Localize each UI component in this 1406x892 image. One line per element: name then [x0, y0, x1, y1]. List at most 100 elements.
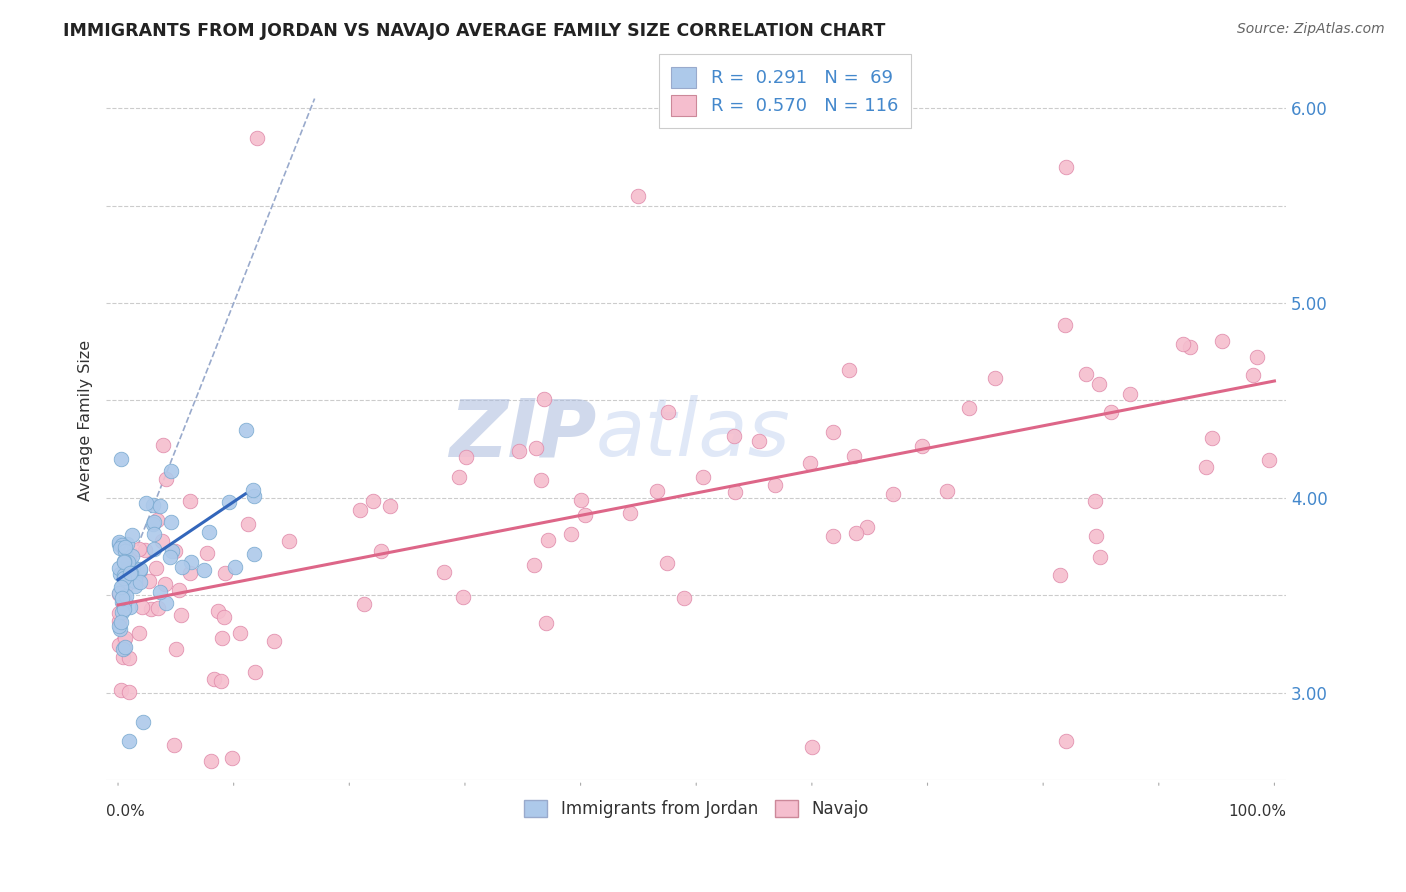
- Point: [114, 640, 136, 654]
- Point: [353, 597, 375, 611]
- Point: [124, 574, 146, 589]
- Point: [118, 566, 141, 580]
- Point: [235, 423, 257, 437]
- Point: [121, 549, 143, 564]
- Point: [179, 494, 201, 508]
- Point: [1246, 350, 1268, 364]
- Text: 100.0%: 100.0%: [1227, 804, 1286, 819]
- Point: [108, 619, 131, 633]
- Point: [370, 544, 392, 558]
- Point: [536, 533, 558, 547]
- Text: ZIP: ZIP: [449, 395, 596, 474]
- Text: Source: ZipAtlas.com: Source: ZipAtlas.com: [1237, 22, 1385, 37]
- Point: [108, 586, 131, 600]
- Text: 0.0%: 0.0%: [107, 804, 145, 819]
- Point: [143, 542, 166, 557]
- Point: [129, 563, 152, 577]
- Point: [451, 591, 474, 605]
- Point: [159, 464, 181, 478]
- Point: [120, 566, 142, 581]
- Point: [202, 673, 225, 687]
- Point: [221, 751, 243, 765]
- Point: [131, 599, 153, 614]
- Point: [159, 549, 181, 564]
- Point: [122, 559, 145, 574]
- Point: [456, 450, 478, 464]
- Point: [842, 449, 865, 463]
- Point: [1049, 568, 1071, 582]
- Point: [110, 538, 132, 552]
- Point: [128, 566, 150, 580]
- Point: [132, 714, 155, 729]
- Point: [627, 189, 650, 203]
- Point: [1195, 459, 1218, 474]
- Point: [523, 558, 546, 573]
- Point: [108, 560, 131, 574]
- Point: [214, 566, 236, 580]
- Point: [108, 606, 131, 620]
- Point: [108, 614, 131, 628]
- Point: [1173, 336, 1195, 351]
- Point: [1054, 160, 1077, 174]
- Point: [112, 601, 135, 615]
- Point: [128, 541, 150, 556]
- Point: [129, 562, 152, 576]
- Point: [363, 494, 385, 508]
- Point: [763, 478, 786, 492]
- Text: atlas: atlas: [596, 395, 790, 474]
- Point: [128, 626, 150, 640]
- Point: [911, 439, 934, 453]
- Text: IMMIGRANTS FROM JORDAN VS NAVAJO AVERAGE FAMILY SIZE CORRELATION CHART: IMMIGRANTS FROM JORDAN VS NAVAJO AVERAGE…: [63, 22, 886, 40]
- Point: [111, 580, 134, 594]
- Point: [957, 401, 980, 416]
- Point: [243, 665, 266, 680]
- Point: [207, 604, 229, 618]
- Point: [211, 632, 233, 646]
- Point: [1088, 549, 1111, 564]
- Point: [142, 516, 165, 531]
- Point: [110, 615, 132, 629]
- Point: [349, 503, 371, 517]
- Point: [242, 547, 264, 561]
- Point: [110, 451, 132, 466]
- Point: [1119, 387, 1142, 401]
- Point: [433, 565, 456, 579]
- Point: [110, 541, 132, 556]
- Point: [111, 650, 134, 665]
- Point: [115, 589, 138, 603]
- Point: [162, 543, 184, 558]
- Point: [112, 570, 135, 584]
- Point: [197, 546, 219, 560]
- Point: [124, 566, 146, 580]
- Legend: Immigrants from Jordan, Navajo: Immigrants from Jordan, Navajo: [516, 791, 877, 826]
- Point: [218, 495, 240, 509]
- Point: [162, 738, 184, 752]
- Point: [108, 638, 131, 652]
- Point: [180, 556, 202, 570]
- Point: [111, 591, 134, 605]
- Point: [800, 740, 823, 755]
- Point: [936, 483, 959, 498]
- Point: [110, 683, 132, 698]
- Point: [155, 596, 177, 610]
- Point: [108, 587, 131, 601]
- Point: [112, 640, 135, 655]
- Point: [1087, 376, 1109, 391]
- Point: [534, 615, 557, 630]
- Point: [111, 605, 134, 619]
- Point: [114, 632, 136, 646]
- Point: [150, 534, 173, 549]
- Point: [169, 608, 191, 623]
- Point: [121, 528, 143, 542]
- Point: [170, 560, 193, 574]
- Point: [508, 443, 530, 458]
- Point: [146, 601, 169, 615]
- Point: [118, 651, 141, 665]
- Point: [212, 610, 235, 624]
- Point: [1085, 529, 1108, 543]
- Point: [530, 473, 553, 487]
- Point: [110, 622, 132, 636]
- Point: [167, 582, 190, 597]
- Point: [152, 438, 174, 452]
- Point: [149, 584, 172, 599]
